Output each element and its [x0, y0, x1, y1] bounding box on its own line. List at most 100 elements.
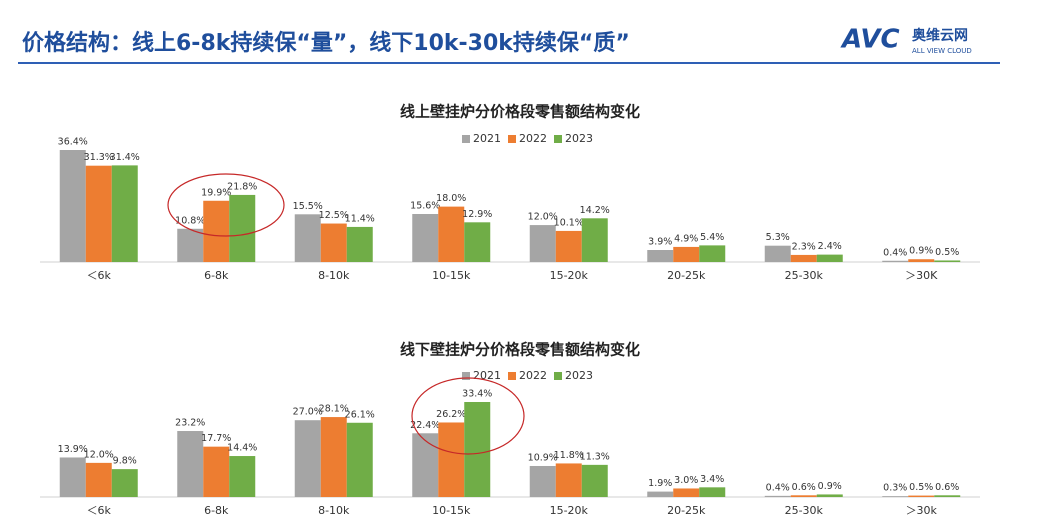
bar	[59, 150, 86, 262]
bar	[203, 200, 230, 262]
bar	[438, 422, 465, 497]
x-tick-label: ＜6k	[87, 269, 112, 282]
legend-label: 2022	[519, 132, 547, 145]
x-tick-label: ＞30k	[906, 504, 938, 517]
value-label: 0.4%	[766, 482, 790, 493]
value-label: 31.3%	[84, 152, 114, 163]
value-label: 2.4%	[818, 241, 842, 252]
value-label: 14.4%	[227, 443, 257, 454]
x-tick-label: 6-8k	[204, 269, 229, 282]
legend-label: 2023	[565, 132, 593, 145]
legend-label: 2022	[519, 369, 547, 382]
logo-en: ALL VIEW CLOUD	[912, 47, 972, 55]
value-label: 17.7%	[201, 433, 231, 444]
bar	[790, 495, 817, 497]
value-label: 31.4%	[110, 152, 140, 163]
bar	[177, 431, 204, 497]
bar	[908, 495, 935, 497]
bar	[790, 254, 817, 262]
value-label: 0.9%	[909, 246, 933, 257]
bar	[581, 218, 608, 262]
bar	[438, 206, 465, 262]
chart-title: 线上壁挂炉分价格段零售额结构变化	[400, 103, 640, 121]
value-label: 3.9%	[648, 237, 672, 248]
x-tick-label: 15-20k	[550, 504, 589, 517]
bar	[111, 165, 138, 262]
bar	[908, 259, 935, 262]
value-label: 0.5%	[909, 482, 933, 493]
x-tick-label: ＞30K	[905, 269, 938, 282]
value-label: 21.8%	[227, 181, 257, 192]
bar	[412, 433, 439, 497]
x-tick-label: ＜6k	[87, 504, 112, 517]
value-label: 5.4%	[700, 232, 724, 243]
chart-title: 线下壁挂炉分价格段零售额结构变化	[400, 341, 640, 359]
legend-label: 2021	[473, 132, 501, 145]
bar	[882, 496, 909, 497]
value-label: 0.3%	[883, 483, 907, 494]
value-label: 10.1%	[554, 217, 584, 228]
charts: 线上壁挂炉分价格段零售额结构变化 2021 2022 2023 ＜6k 36.4% 31.3…	[40, 103, 980, 517]
value-label: 15.5%	[293, 201, 323, 212]
value-label: 11.4%	[345, 213, 375, 224]
legend-swatch	[462, 372, 470, 380]
value-label: 26.2%	[436, 409, 466, 420]
value-label: 12.0%	[84, 449, 114, 460]
bar	[229, 194, 256, 262]
value-label: 26.1%	[345, 409, 375, 420]
value-label: 10.9%	[528, 452, 558, 463]
bar	[764, 495, 791, 497]
bar	[699, 487, 726, 497]
bar	[816, 254, 843, 262]
value-label: 9.8%	[113, 456, 137, 467]
highlight	[411, 377, 525, 455]
value-label: 14.2%	[580, 205, 610, 216]
value-label: 0.9%	[818, 481, 842, 492]
legend-swatch	[554, 372, 562, 380]
bar	[294, 420, 321, 497]
bar	[464, 222, 491, 262]
bar	[555, 230, 582, 262]
legend-swatch	[508, 135, 516, 143]
x-tick-label: 20-25k	[667, 269, 706, 282]
value-label: 0.4%	[883, 247, 907, 258]
highlight	[167, 173, 285, 237]
value-label: 22.4%	[410, 420, 440, 431]
bar	[320, 417, 347, 497]
bar	[529, 225, 556, 262]
value-label: 0.5%	[935, 247, 959, 258]
x-tick-label: 6-8k	[204, 504, 229, 517]
slide-title: 价格结构：线上6-8k持续保“量”，线下10k-30k持续保“质”	[22, 30, 630, 56]
bar	[816, 494, 843, 497]
x-tick-label: 25-30k	[785, 269, 824, 282]
value-label: 11.3%	[580, 451, 610, 462]
value-label: 10.8%	[175, 215, 205, 226]
bar	[177, 228, 204, 262]
bar	[346, 422, 373, 497]
value-label: 2.3%	[792, 241, 816, 252]
value-label: 36.4%	[58, 137, 88, 148]
value-label: 12.5%	[319, 210, 349, 221]
value-label: 5.3%	[766, 232, 790, 243]
x-tick-label: 8-10k	[318, 504, 350, 517]
value-label: 18.0%	[436, 193, 466, 204]
value-label: 12.0%	[528, 212, 558, 223]
value-label: 3.4%	[700, 474, 724, 485]
value-label: 0.6%	[935, 482, 959, 493]
legend-label: 2023	[565, 369, 593, 382]
bar	[673, 488, 700, 497]
bar	[529, 465, 556, 497]
value-label: 12.9%	[462, 209, 492, 220]
x-tick-label: 15-20k	[550, 269, 589, 282]
x-tick-label: 25-30k	[785, 504, 824, 517]
bar	[647, 491, 674, 497]
value-label: 11.8%	[554, 450, 584, 461]
bar	[229, 456, 256, 497]
bar	[699, 245, 726, 262]
legend-swatch	[554, 135, 562, 143]
bar	[555, 463, 582, 497]
bar	[464, 402, 491, 497]
bar	[85, 462, 112, 497]
value-label: 27.0%	[293, 407, 323, 418]
